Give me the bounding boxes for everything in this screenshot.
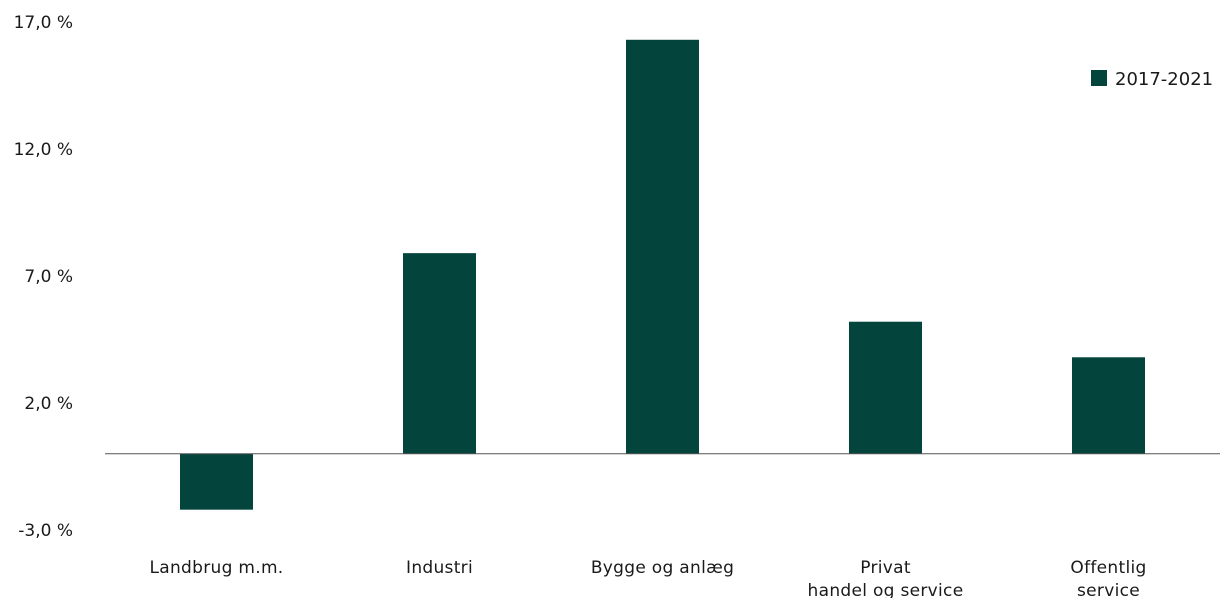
bar xyxy=(180,453,253,510)
bar xyxy=(1072,357,1145,454)
y-tick-label: 7,0 % xyxy=(24,267,73,287)
bar xyxy=(626,39,699,454)
legend-swatch xyxy=(1091,70,1107,86)
y-tick-label: 2,0 % xyxy=(24,394,73,414)
bars xyxy=(180,39,1145,510)
legend: 2017-2021 xyxy=(1091,69,1213,90)
y-tick-label: -3,0 % xyxy=(18,521,73,541)
bar xyxy=(849,321,922,454)
x-tick-label: handel og service xyxy=(808,581,964,598)
x-tick-label: Landbrug m.m. xyxy=(149,558,283,578)
y-tick-label: 17,0 % xyxy=(14,13,73,33)
x-tick-label: Industri xyxy=(406,558,473,578)
x-tick-label: Bygge og anlæg xyxy=(591,558,734,578)
x-tick-label: service xyxy=(1077,581,1140,598)
y-tick-label: 12,0 % xyxy=(14,140,73,160)
x-axis: Landbrug m.m. Industri Bygge og anlæg Priva… xyxy=(149,558,1146,598)
x-tick-label: Privat xyxy=(860,558,911,578)
legend-label: 2017-2021 xyxy=(1115,69,1213,90)
y-axis: 17,0 % 12,0 % 7,0 % 2,0 % -3,0 % xyxy=(14,13,73,541)
bar xyxy=(403,253,476,454)
x-tick-label: Offentlig xyxy=(1070,558,1146,578)
